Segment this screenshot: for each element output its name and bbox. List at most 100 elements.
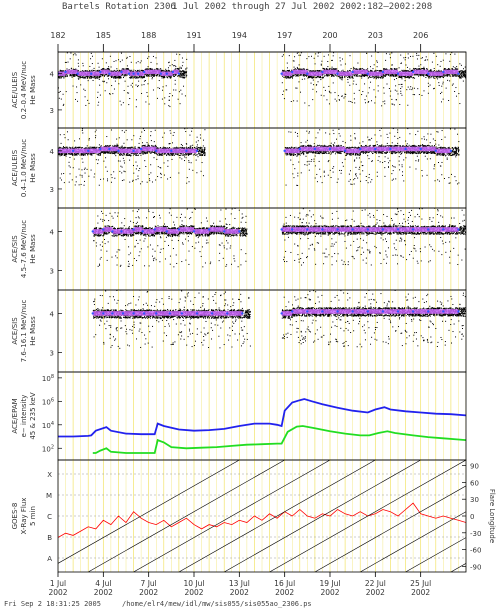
scatter-point	[71, 41, 72, 42]
scatter-point	[330, 92, 332, 94]
scatter-point	[89, 71, 91, 73]
scatter-point	[144, 75, 146, 77]
scatter-point	[160, 177, 162, 179]
scatter-point	[170, 154, 172, 156]
scatter-point	[459, 103, 461, 105]
scatter-point	[310, 75, 312, 77]
scatter-point	[105, 62, 107, 64]
scatter-point	[384, 103, 386, 105]
scatter-point	[361, 94, 363, 96]
scatter-point	[130, 152, 132, 154]
scatter-point	[97, 104, 99, 106]
scatter-point	[460, 70, 462, 72]
scatter-point	[154, 151, 156, 153]
scatter-point	[164, 153, 166, 155]
scatter-point	[93, 147, 95, 149]
scatter-point	[388, 74, 390, 76]
scatter-point	[391, 52, 393, 54]
scatter-point	[131, 77, 133, 79]
scatter-point	[119, 154, 121, 156]
scatter-point	[403, 76, 405, 78]
scatter-point	[285, 89, 287, 91]
scatter-point	[142, 128, 144, 130]
scatter-point	[413, 87, 415, 89]
scatter-point	[180, 71, 182, 73]
scatter-point	[62, 153, 64, 155]
scatter-point	[58, 97, 60, 99]
scatter-point	[148, 144, 150, 146]
scatter-point	[182, 61, 184, 63]
scatter-point	[65, 42, 66, 43]
scatter-point	[102, 46, 103, 47]
scatter-point	[114, 123, 115, 124]
scatter-point	[347, 77, 349, 79]
scatter-point	[114, 152, 116, 154]
scatter-point	[81, 174, 83, 176]
scatter-point	[118, 152, 120, 154]
scatter-point	[463, 75, 465, 77]
scatter-point	[63, 147, 65, 149]
scatter-point	[341, 45, 342, 46]
scatter-point	[152, 74, 154, 76]
scatter-point	[166, 155, 168, 157]
scatter-point	[456, 74, 458, 76]
scatter-point	[370, 81, 372, 83]
scatter-point	[63, 76, 65, 78]
scatter-point	[401, 86, 403, 88]
scatter-point	[410, 75, 412, 77]
scatter-point	[166, 147, 168, 149]
scatter-point	[364, 102, 366, 104]
scatter-point	[99, 147, 101, 149]
scatter-point	[170, 132, 172, 134]
scatter-point	[438, 70, 440, 72]
scatter-point	[300, 52, 302, 54]
scatter-point	[147, 75, 149, 77]
scatter-point	[96, 153, 98, 155]
scatter-point	[173, 65, 175, 67]
scatter-point	[376, 75, 378, 77]
scatter-point	[152, 75, 154, 77]
scatter-point	[460, 73, 462, 75]
scatter-point	[449, 53, 451, 55]
scatter-point	[281, 55, 283, 57]
scatter-point	[92, 153, 94, 155]
scatter-point	[412, 94, 414, 96]
scatter-point	[124, 147, 126, 149]
scatter-point	[430, 77, 432, 79]
scatter-point	[371, 100, 373, 102]
scatter-point	[387, 74, 389, 76]
scatter-point	[90, 70, 92, 72]
scatter-point	[81, 169, 83, 171]
scatter-point	[422, 57, 424, 59]
scatter-point	[117, 145, 119, 147]
scatter-point	[180, 76, 182, 78]
scatter-point	[102, 151, 104, 153]
scatter-point	[141, 181, 143, 183]
scatter-point	[438, 75, 440, 77]
scatter-point	[463, 72, 465, 74]
scatter-point	[323, 55, 325, 57]
scatter-point	[464, 76, 466, 78]
scatter-point	[449, 73, 451, 75]
scatter-point	[400, 54, 402, 56]
scatter-point	[161, 147, 163, 149]
scatter-point	[60, 77, 62, 79]
scatter-point	[409, 75, 411, 77]
scatter-point	[296, 75, 298, 77]
scatter-point	[304, 74, 306, 76]
scatter-point	[294, 68, 296, 70]
scatter-point	[127, 68, 129, 70]
scatter-point	[126, 139, 128, 141]
scatter-point	[388, 88, 390, 90]
scatter-point	[109, 47, 110, 48]
scatter-point	[390, 90, 392, 92]
scatter-point	[150, 152, 152, 154]
scatter-point	[141, 92, 143, 94]
scatter-point	[421, 74, 423, 76]
scatter-point	[161, 153, 163, 155]
scatter-point	[359, 68, 361, 70]
scatter-point	[367, 92, 369, 94]
scatter-point	[163, 77, 165, 79]
scatter-point	[68, 165, 70, 167]
